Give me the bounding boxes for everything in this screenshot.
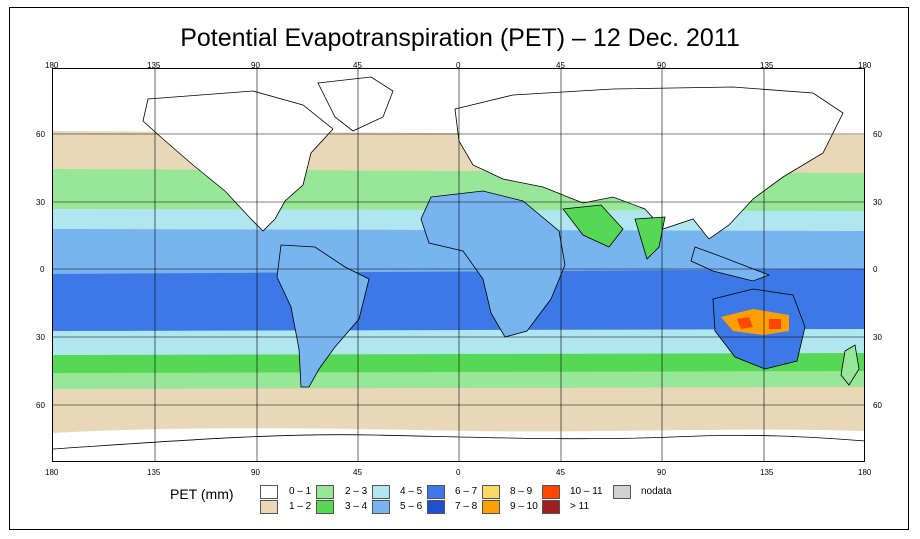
greenland bbox=[317, 76, 394, 132]
lat-tick-left: 60 bbox=[36, 130, 45, 139]
lon-tick-bottom: 90 bbox=[251, 468, 260, 477]
lon-tick-top: 180 bbox=[858, 61, 872, 70]
lon-tick-top: 90 bbox=[657, 61, 666, 70]
lon-tick-bottom: 0 bbox=[456, 468, 461, 477]
southeast-asia-islands bbox=[690, 246, 771, 282]
legend-title: PET (mm) bbox=[170, 486, 234, 502]
lon-tick-top: 135 bbox=[760, 61, 774, 70]
legend-label: 8 – 9 bbox=[510, 486, 533, 497]
lat-tick-right: 60 bbox=[873, 401, 882, 410]
lat-tick-left: 30 bbox=[36, 198, 45, 207]
world-map bbox=[52, 68, 865, 462]
lon-tick-top: 0 bbox=[456, 61, 461, 70]
lon-tick-bottom: 180 bbox=[858, 468, 872, 477]
legend-swatch-5-6 bbox=[372, 500, 390, 514]
legend-label: 5 – 6 bbox=[400, 501, 423, 512]
lon-tick-bottom: 135 bbox=[760, 468, 774, 477]
australia-hotspot-core bbox=[737, 317, 781, 329]
lon-tick-top: 45 bbox=[353, 61, 362, 70]
pet-map-svg bbox=[53, 69, 864, 461]
lat-tick-right: 0 bbox=[873, 265, 878, 274]
africa bbox=[420, 190, 566, 338]
legend-swatch-3-4 bbox=[316, 500, 334, 514]
lat-tick-right: 30 bbox=[873, 198, 882, 207]
legend-swatch-gt-11 bbox=[542, 500, 560, 514]
graticule bbox=[53, 69, 864, 461]
south-america bbox=[276, 244, 370, 388]
lon-tick-bottom: 90 bbox=[657, 468, 666, 477]
legend-swatch-9-10 bbox=[482, 500, 500, 514]
lat-tick-left: 30 bbox=[36, 333, 45, 342]
legend-swatch-0-1 bbox=[260, 485, 278, 499]
antarctica bbox=[53, 434, 864, 450]
legend-label: > 11 bbox=[570, 501, 589, 512]
lon-tick-top: 180 bbox=[45, 61, 59, 70]
lon-tick-bottom: 135 bbox=[147, 468, 161, 477]
legend-label: 9 – 10 bbox=[510, 501, 538, 512]
legend-swatch-4-5 bbox=[372, 485, 390, 499]
legend-label: 7 – 8 bbox=[455, 501, 478, 512]
legend-label: 10 – 11 bbox=[570, 486, 603, 497]
legend-swatch-8-9 bbox=[482, 485, 500, 499]
legend-swatch-2-3 bbox=[316, 485, 334, 499]
legend-label: 6 – 7 bbox=[455, 486, 478, 497]
eurasia bbox=[454, 86, 844, 240]
lon-tick-top: 90 bbox=[251, 61, 260, 70]
legend-label: 0 – 1 bbox=[289, 486, 312, 497]
legend-label: 4 – 5 bbox=[400, 486, 423, 497]
legend-label: nodata bbox=[641, 486, 672, 497]
lat-tick-left: 0 bbox=[40, 265, 45, 274]
arabia-india bbox=[562, 204, 666, 260]
legend-label: 2 – 3 bbox=[345, 486, 368, 497]
north-america bbox=[142, 90, 334, 232]
lon-tick-top: 135 bbox=[147, 61, 161, 70]
legend-swatch-6-7 bbox=[427, 485, 445, 499]
lon-tick-top: 45 bbox=[556, 61, 565, 70]
lon-tick-bottom: 45 bbox=[556, 468, 565, 477]
legend-swatch-1-2 bbox=[260, 500, 278, 514]
lat-tick-right: 60 bbox=[873, 130, 882, 139]
legend-swatch-10-11 bbox=[542, 485, 560, 499]
legend-swatch-nodata bbox=[613, 485, 631, 499]
legend-label: 3 – 4 bbox=[345, 501, 368, 512]
new-zealand bbox=[840, 344, 860, 386]
map-title: Potential Evapotranspiration (PET) – 12 … bbox=[180, 24, 740, 52]
lon-tick-bottom: 45 bbox=[353, 468, 362, 477]
pet-band-6-7-south-tropics bbox=[53, 269, 864, 335]
lon-tick-bottom: 180 bbox=[45, 468, 59, 477]
legend-label: 1 – 2 bbox=[289, 501, 312, 512]
legend-swatch-7-8 bbox=[427, 500, 445, 514]
lat-tick-left: 60 bbox=[36, 401, 45, 410]
lat-tick-right: 30 bbox=[873, 333, 882, 342]
